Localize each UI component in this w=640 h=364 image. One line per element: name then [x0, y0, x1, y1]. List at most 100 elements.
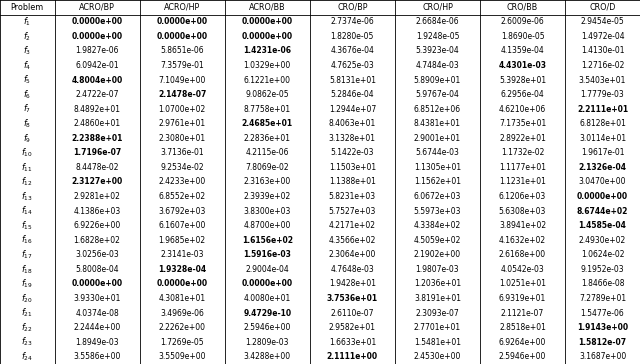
Text: 2.3080e+01: 2.3080e+01 [159, 134, 205, 143]
Text: 1.1231e+01: 1.1231e+01 [499, 178, 546, 186]
Text: 1.9248e-05: 1.9248e-05 [416, 32, 460, 41]
Text: 2.6009e-06: 2.6009e-06 [500, 17, 545, 26]
Text: $f_{10}$: $f_{10}$ [21, 147, 33, 159]
Text: 2.4685e+01: 2.4685e+01 [242, 119, 293, 128]
Text: 5.6308e+03: 5.6308e+03 [499, 207, 546, 215]
Text: 2.1111e+00: 2.1111e+00 [327, 352, 378, 361]
Text: 2.7701e+01: 2.7701e+01 [414, 323, 461, 332]
Text: 6.0942e-01: 6.0942e-01 [76, 61, 119, 70]
Text: 4.1359e-04: 4.1359e-04 [500, 47, 545, 55]
Text: 2.9582e+01: 2.9582e+01 [329, 323, 376, 332]
Text: 3.5403e+01: 3.5403e+01 [579, 76, 626, 84]
Text: 5.2846e-04: 5.2846e-04 [330, 90, 374, 99]
Text: 6.1221e+00: 6.1221e+00 [244, 76, 291, 84]
Text: 4.0542e-03: 4.0542e-03 [500, 265, 545, 274]
Text: 9.0862e-05: 9.0862e-05 [246, 90, 289, 99]
Text: 2.4930e+02: 2.4930e+02 [579, 236, 626, 245]
Text: 0.0000e+00: 0.0000e+00 [72, 280, 123, 288]
Text: 4.0080e+01: 4.0080e+01 [244, 294, 291, 303]
Text: 0.0000e+00: 0.0000e+00 [157, 280, 208, 288]
Text: 8.4478e-02: 8.4478e-02 [76, 163, 119, 172]
Text: 3.1687e+00: 3.1687e+00 [579, 352, 626, 361]
Text: 6.8128e+01: 6.8128e+01 [579, 119, 626, 128]
Text: 2.1326e-04: 2.1326e-04 [579, 163, 627, 172]
Text: 4.3676e-04: 4.3676e-04 [330, 47, 374, 55]
Text: 4.7484e-03: 4.7484e-03 [415, 61, 460, 70]
Text: 3.5586e+00: 3.5586e+00 [74, 352, 121, 361]
Text: 2.2262e+00: 2.2262e+00 [159, 323, 205, 332]
Text: ACRO/HP: ACRO/HP [164, 3, 200, 12]
Text: 3.4969e-06: 3.4969e-06 [160, 309, 204, 317]
Text: CRO/BB: CRO/BB [507, 3, 538, 12]
Text: 9.4729e-10: 9.4729e-10 [243, 309, 291, 317]
Text: 2.9001e+01: 2.9001e+01 [414, 134, 461, 143]
Text: $f_{11}$: $f_{11}$ [21, 161, 33, 174]
Text: 8.4381e+01: 8.4381e+01 [414, 119, 461, 128]
Text: $f_{23}$: $f_{23}$ [21, 336, 33, 348]
Text: 2.9004e-04: 2.9004e-04 [245, 265, 289, 274]
Text: 1.1177e+01: 1.1177e+01 [499, 163, 546, 172]
Text: 9.2534e-02: 9.2534e-02 [161, 163, 204, 172]
Text: 1.0251e+01: 1.0251e+01 [499, 280, 546, 288]
Text: 5.3928e+01: 5.3928e+01 [499, 76, 546, 84]
Text: 5.8008e-04: 5.8008e-04 [76, 265, 119, 274]
Text: 1.0700e+02: 1.0700e+02 [159, 105, 206, 114]
Text: 4.3566e+02: 4.3566e+02 [329, 236, 376, 245]
Text: 1.4585e-04: 1.4585e-04 [579, 221, 627, 230]
Text: $f_{9}$: $f_{9}$ [23, 132, 31, 145]
Text: 2.6684e-06: 2.6684e-06 [415, 17, 460, 26]
Text: 0.0000e+00: 0.0000e+00 [242, 32, 293, 41]
Text: 2.3939e+02: 2.3939e+02 [244, 192, 291, 201]
Text: 6.1206e+03: 6.1206e+03 [499, 192, 546, 201]
Text: 1.5812e-07: 1.5812e-07 [579, 338, 627, 347]
Text: 1.0329e+00: 1.0329e+00 [244, 61, 291, 70]
Text: $f_{7}$: $f_{7}$ [23, 103, 31, 115]
Text: 1.6156e+02: 1.6156e+02 [242, 236, 292, 245]
Text: 1.6633e+01: 1.6633e+01 [329, 338, 376, 347]
Text: 2.8518e+01: 2.8518e+01 [499, 323, 546, 332]
Text: 2.7374e-06: 2.7374e-06 [330, 17, 374, 26]
Text: 1.1732e-02: 1.1732e-02 [501, 149, 544, 157]
Text: 2.3141e-03: 2.3141e-03 [161, 250, 204, 259]
Text: 1.1562e+01: 1.1562e+01 [414, 178, 461, 186]
Text: 6.9226e+00: 6.9226e+00 [74, 221, 121, 230]
Text: 6.9319e+01: 6.9319e+01 [499, 294, 546, 303]
Text: 0.0000e+00: 0.0000e+00 [242, 280, 293, 288]
Text: 4.2115e-06: 4.2115e-06 [246, 149, 289, 157]
Text: 0.0000e+00: 0.0000e+00 [157, 17, 208, 26]
Text: 2.3093e-07: 2.3093e-07 [415, 309, 460, 317]
Text: 2.3064e+00: 2.3064e+00 [329, 250, 376, 259]
Text: 3.0114e+01: 3.0114e+01 [579, 134, 626, 143]
Text: 3.8941e+02: 3.8941e+02 [499, 221, 546, 230]
Text: 2.6168e+00: 2.6168e+00 [499, 250, 546, 259]
Text: 1.6828e+02: 1.6828e+02 [74, 236, 120, 245]
Text: 1.5481e+01: 1.5481e+01 [414, 338, 461, 347]
Text: 1.9827e-06: 1.9827e-06 [76, 47, 119, 55]
Text: ACRO/BP: ACRO/BP [79, 3, 115, 12]
Text: 5.9767e-04: 5.9767e-04 [415, 90, 460, 99]
Text: 5.8131e+01: 5.8131e+01 [329, 76, 376, 84]
Text: 2.4530e+00: 2.4530e+00 [414, 352, 461, 361]
Text: 3.1328e+01: 3.1328e+01 [329, 134, 376, 143]
Text: 5.8231e+03: 5.8231e+03 [329, 192, 376, 201]
Text: $f_{8}$: $f_{8}$ [23, 118, 31, 130]
Text: 6.2956e-04: 6.2956e-04 [500, 90, 545, 99]
Text: 3.8191e+01: 3.8191e+01 [414, 294, 461, 303]
Text: 3.7536e+01: 3.7536e+01 [327, 294, 378, 303]
Text: 6.1607e+00: 6.1607e+00 [159, 221, 206, 230]
Text: 2.2444e+00: 2.2444e+00 [74, 323, 121, 332]
Text: 2.1902e+00: 2.1902e+00 [414, 250, 461, 259]
Text: $f_{16}$: $f_{16}$ [21, 234, 33, 246]
Text: Problem: Problem [11, 3, 44, 12]
Text: 7.2789e+01: 7.2789e+01 [579, 294, 626, 303]
Text: 2.9761e+01: 2.9761e+01 [159, 119, 205, 128]
Text: $f_{19}$: $f_{19}$ [21, 278, 33, 290]
Text: 1.5916e-03: 1.5916e-03 [243, 250, 291, 259]
Text: $f_{18}$: $f_{18}$ [21, 263, 33, 276]
Text: 1.5477e-06: 1.5477e-06 [580, 309, 625, 317]
Text: 4.1386e+03: 4.1386e+03 [74, 207, 121, 215]
Text: 4.1632e+02: 4.1632e+02 [499, 236, 546, 245]
Text: 2.9454e-05: 2.9454e-05 [580, 17, 625, 26]
Text: 1.1503e+01: 1.1503e+01 [329, 163, 376, 172]
Text: $f_{6}$: $f_{6}$ [23, 88, 31, 101]
